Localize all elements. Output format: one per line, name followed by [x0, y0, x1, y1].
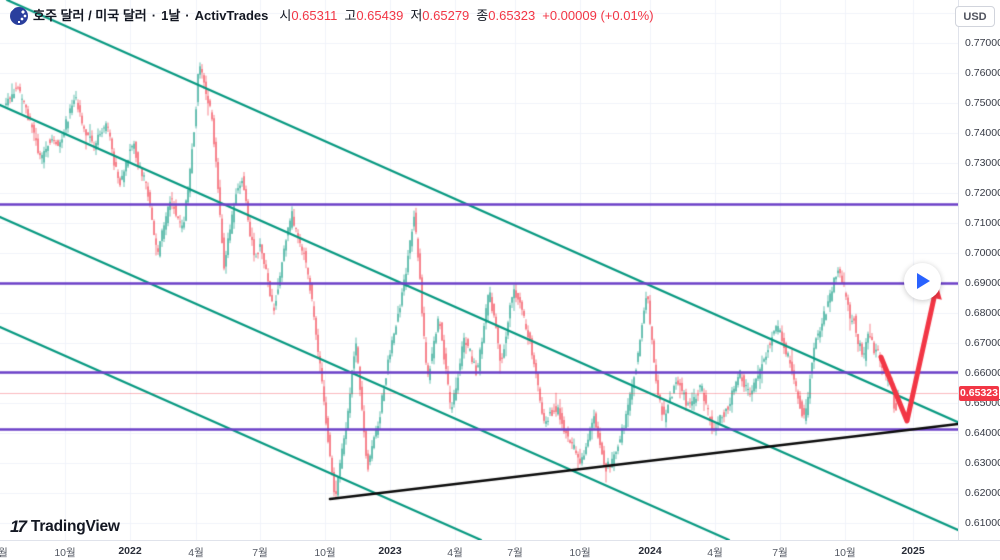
x-axis-tick: 7월: [252, 547, 268, 559]
close-label: 종: [476, 8, 489, 23]
x-axis-tick: 7월: [772, 547, 788, 559]
y-axis-tick: 0.69000: [965, 277, 1000, 289]
legend-separator: ·: [151, 8, 157, 23]
high-value: 0.65439: [356, 8, 404, 23]
x-axis-tick: 10월: [314, 547, 336, 559]
x-axis-tick: 2023: [378, 545, 402, 557]
x-axis-tick: 10월: [54, 547, 76, 559]
y-axis-tick: 0.77000: [965, 37, 1000, 49]
open-label: 시: [279, 8, 292, 23]
australia-flag-icon: [10, 7, 28, 25]
currency-toggle-button[interactable]: USD: [955, 6, 995, 27]
y-axis-tick: 0.72000: [965, 187, 1000, 199]
tradingview-wordmark: TradingView: [30, 518, 120, 535]
high-label: 고: [344, 8, 357, 23]
x-axis-tick: 월: [0, 547, 8, 559]
y-axis-tick: 0.62000: [965, 487, 1000, 499]
last-price-label: 0.65323: [959, 385, 999, 401]
x-axis-tick: 4월: [447, 547, 463, 559]
time-axis[interactable]: 월 10월 2022 4월 7월 10월 2023 4월 7월 10월 2024 4월 7월 10월 202…: [0, 540, 1000, 560]
low-value: 0.65279: [422, 8, 470, 23]
y-axis-tick: 0.70000: [965, 247, 1000, 259]
ohlc-values: 시0.65311 고0.65439 저0.65279 종0.65323: [279, 7, 535, 25]
low-label: 저: [410, 8, 423, 23]
play-icon: [917, 273, 930, 289]
change-value: +0.00009 (+0.01%): [542, 8, 654, 23]
y-axis-tick: 0.63000: [965, 457, 1000, 469]
y-axis-tick: 0.64000: [965, 427, 1000, 439]
x-axis-tick: 4월: [188, 547, 204, 559]
x-axis-tick: 10월: [834, 547, 856, 559]
x-axis-tick: 2022: [118, 545, 142, 557]
close-value: 0.65323: [488, 8, 536, 23]
price-chart-canvas[interactable]: [0, 0, 958, 540]
y-axis-tick: 0.71000: [965, 217, 1000, 229]
y-axis-tick: 0.66000: [965, 367, 1000, 379]
x-axis-tick: 7월: [507, 547, 523, 559]
y-axis-tick: 0.73000: [965, 157, 1000, 169]
y-axis-tick: 0.74000: [965, 127, 1000, 139]
play-button[interactable]: [903, 262, 941, 300]
y-axis-tick: 0.75000: [965, 97, 1000, 109]
tradingview-mark-icon: 17: [10, 517, 27, 536]
price-axis[interactable]: 0.77000 0.76000 0.75000 0.74000 0.73000 0.720…: [958, 0, 1000, 540]
y-axis-tick: 0.76000: [965, 67, 1000, 79]
x-axis-tick: 10월: [569, 547, 591, 559]
x-axis-tick: 2025: [901, 545, 925, 557]
open-value: 0.65311: [291, 8, 338, 23]
y-axis-tick: 0.61000: [965, 517, 1000, 529]
interval-label[interactable]: 1날: [161, 8, 181, 23]
chart-legend[interactable]: 호주 달러 / 미국 달러 · 1날 · ActivTrades 시0.6531…: [10, 7, 654, 25]
legend-separator: ·: [185, 8, 190, 23]
tradingview-logo[interactable]: 17 TradingView: [10, 517, 120, 537]
x-axis-tick: 4월: [707, 547, 723, 559]
x-axis-tick: 2024: [638, 545, 662, 557]
y-axis-tick: 0.68000: [965, 307, 1000, 319]
symbol-title[interactable]: 호주 달러 / 미국 달러: [33, 8, 147, 23]
y-axis-tick: 0.67000: [965, 337, 1000, 349]
feed-label: ActivTrades: [194, 8, 269, 23]
